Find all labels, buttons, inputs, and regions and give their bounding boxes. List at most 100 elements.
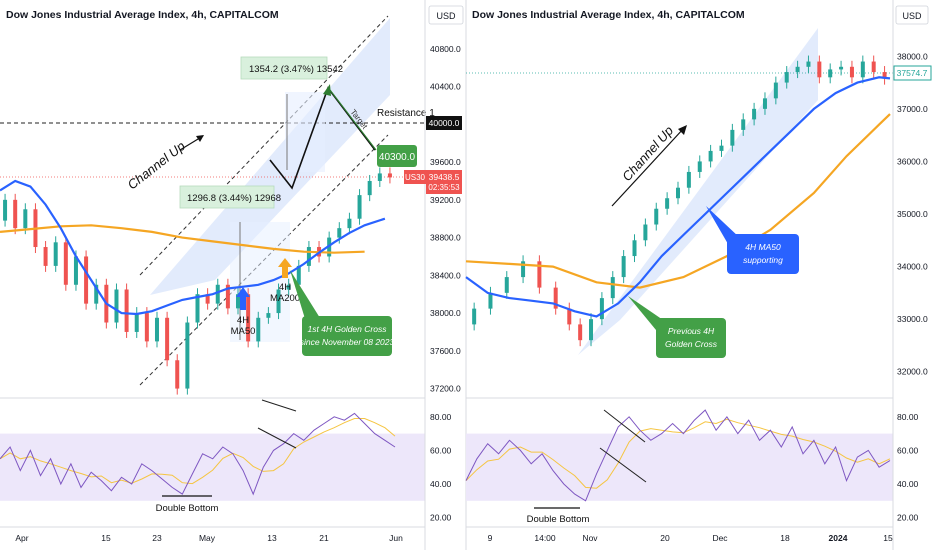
time-tick-label: 13 xyxy=(267,533,277,543)
candle-body xyxy=(643,224,648,241)
candle-body xyxy=(357,195,362,219)
left-golden-cross-pointer xyxy=(290,270,320,322)
time-tick-label: 14:00 xyxy=(534,533,556,543)
candle-body xyxy=(94,284,99,304)
candle-body xyxy=(537,261,542,288)
candle-body xyxy=(654,208,659,225)
candle-body xyxy=(504,277,509,293)
candle-body xyxy=(114,289,119,323)
candle-body xyxy=(817,61,822,78)
left-measure-lower-text: 1296.8 (3.44%) 12968 xyxy=(187,193,281,204)
candle-body xyxy=(839,66,844,70)
candle-body xyxy=(871,61,876,73)
candle-body xyxy=(784,72,789,83)
right-title: Dow Jones Industrial Average Index, 4h, … xyxy=(472,9,745,21)
left-measure-upper-box xyxy=(285,92,325,172)
left-ma200-label-line1: 4H xyxy=(279,282,291,293)
candle-body xyxy=(13,199,18,229)
left-ma200-label-line2: MA200 xyxy=(270,293,300,304)
candle-body xyxy=(589,319,594,341)
candle-body xyxy=(84,256,89,304)
right-ma200-line xyxy=(465,113,891,289)
candle-body xyxy=(632,240,637,257)
right-price-axis: 38000.0 37000.0 36000.0 35000.0 34000.0 33000… xyxy=(897,51,928,376)
candle-body xyxy=(719,145,724,151)
left-golden-cross-box xyxy=(302,316,392,356)
left-resistance-price-box xyxy=(426,116,462,130)
time-tick-label: 15 xyxy=(101,533,111,543)
left-current-price-box xyxy=(426,170,462,194)
left-rsi-trendline-lower xyxy=(257,427,297,449)
left-chart-panel: Target Dow Jones Industrial Average Inde… xyxy=(0,0,464,550)
price-tick-label: 40800.0 xyxy=(430,44,461,54)
rsi-tick-label: 20.00 xyxy=(897,513,919,523)
candle-body xyxy=(246,294,251,342)
price-tick-label: 38000.0 xyxy=(897,51,928,61)
candle-body xyxy=(795,66,800,73)
left-symbol-badge-box xyxy=(404,170,426,184)
price-tick-label: 33000.0 xyxy=(897,314,928,324)
left-channel-arrowhead xyxy=(196,135,204,142)
candle-body xyxy=(23,209,28,229)
price-tick-label: 36000.0 xyxy=(897,156,928,166)
price-tick-label: 38000.0 xyxy=(430,308,461,318)
candle-body xyxy=(828,69,833,78)
left-rsi-ma-line xyxy=(0,418,396,485)
time-tick-label: Dec xyxy=(712,533,728,543)
candle-body xyxy=(752,108,757,120)
rsi-tick-label: 80.00 xyxy=(897,412,919,422)
left-resistance-label: Resistance 1 xyxy=(377,108,435,119)
time-tick-label: 23 xyxy=(152,533,162,543)
left-ma200-arrow-shaft xyxy=(282,266,288,278)
price-tick-label: 38800.0 xyxy=(430,233,461,243)
candle-body xyxy=(124,289,129,332)
left-measure-upper-tag xyxy=(240,56,328,80)
time-tick-label: Nov xyxy=(582,533,598,543)
time-tick-label: 21 xyxy=(319,533,329,543)
price-tick-label: 40400.0 xyxy=(430,82,461,92)
rsi-tick-label: 40.00 xyxy=(430,479,452,489)
price-tick-label: 39600.0 xyxy=(430,157,461,167)
rsi-tick-label: 60.00 xyxy=(430,445,452,455)
rsi-tick-label: 40.00 xyxy=(897,479,919,489)
right-ma50-line xyxy=(465,76,891,318)
candle-body xyxy=(488,292,493,309)
right-double-bottom-label: Double Bottom xyxy=(527,514,590,525)
time-tick-label: May xyxy=(199,533,216,543)
candle-body xyxy=(567,308,572,325)
price-tick-label: 37600.0 xyxy=(430,346,461,356)
left-current-price: 39438.5 xyxy=(429,172,460,182)
right-chart-panel: Dow Jones Industrial Average Index, 4h, … xyxy=(465,0,932,550)
left-ma50-label-line1: 4H xyxy=(237,315,249,326)
candle-body xyxy=(621,256,626,278)
candle-body xyxy=(472,308,477,325)
candle-body xyxy=(296,265,301,285)
rsi-tick-label: 20.00 xyxy=(430,513,452,523)
left-title: Dow Jones Industrial Average Index, 4h, … xyxy=(6,9,279,21)
candle-body xyxy=(367,180,372,196)
left-ma50-arrowhead xyxy=(236,287,250,297)
candle-body xyxy=(256,317,261,342)
left-rsi-line xyxy=(0,412,396,496)
left-ma50-label-line2: MA50 xyxy=(231,326,256,337)
candle-body xyxy=(306,247,311,266)
right-currency-badge-box xyxy=(895,5,929,25)
left-golden-cross-line2: since November 08 2023 xyxy=(300,337,395,347)
left-target-line xyxy=(329,89,377,151)
candle-body xyxy=(205,294,210,304)
left-ma50-line xyxy=(0,179,386,316)
candle-body xyxy=(73,256,78,285)
candle-body xyxy=(849,66,854,78)
price-tick-label: 37200.0 xyxy=(430,384,461,394)
candle-body xyxy=(337,228,342,238)
price-tick-label: 35000.0 xyxy=(897,209,928,219)
price-tick-label: 39200.0 xyxy=(430,195,461,205)
right-rsi-line xyxy=(465,409,891,502)
candle-body xyxy=(63,242,68,285)
candle-body xyxy=(3,199,8,221)
left-currency-badge-box xyxy=(428,5,464,25)
right-time-axis: 9 14:00 Nov 20 Dec 18 2024 15 xyxy=(488,533,893,543)
left-resistance-price: 40000.0 xyxy=(429,118,460,128)
rsi-tick-label: 60.00 xyxy=(897,445,919,455)
candle-body xyxy=(665,198,670,209)
